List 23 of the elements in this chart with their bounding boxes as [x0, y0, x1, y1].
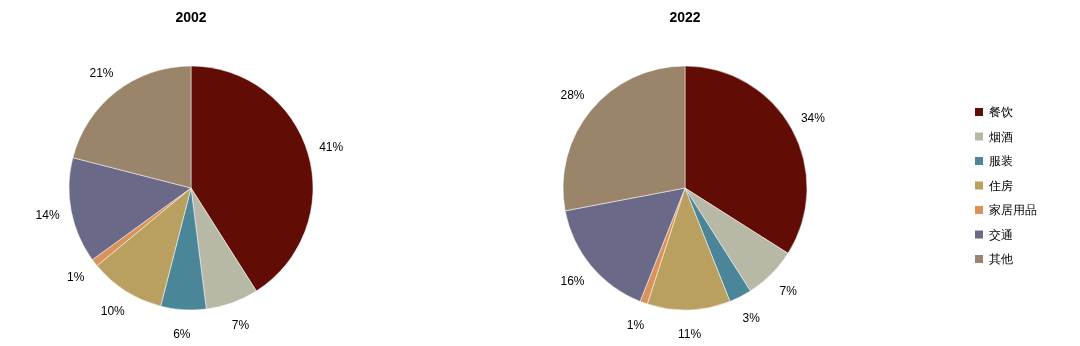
- legend-label: 餐饮: [989, 105, 1013, 119]
- data-label: 1%: [66, 270, 85, 285]
- data-label: 16%: [560, 274, 585, 289]
- chart-title: 2022: [669, 9, 701, 25]
- chart-title: 2002: [175, 9, 207, 25]
- data-label: 7%: [779, 284, 798, 299]
- legend-label: 交通: [989, 227, 1013, 242]
- data-label: 3%: [742, 311, 761, 326]
- data-label: 1%: [626, 318, 645, 333]
- data-label: 21%: [89, 65, 114, 80]
- legend-label: 住房: [988, 178, 1013, 193]
- legend-label: 家居用品: [989, 203, 1037, 217]
- legend-label: 烟酒: [989, 129, 1013, 144]
- data-label: 7%: [231, 318, 250, 333]
- legend-label: 其他: [989, 252, 1013, 266]
- data-label: 10%: [100, 304, 126, 319]
- legend-label: 服装: [989, 154, 1013, 168]
- data-label: 41%: [319, 140, 344, 155]
- data-label: 11%: [678, 326, 702, 341]
- data-label: 34%: [800, 110, 826, 125]
- data-label: 6%: [173, 326, 191, 341]
- data-label: 28%: [560, 87, 585, 102]
- data-label: 14%: [35, 208, 60, 223]
